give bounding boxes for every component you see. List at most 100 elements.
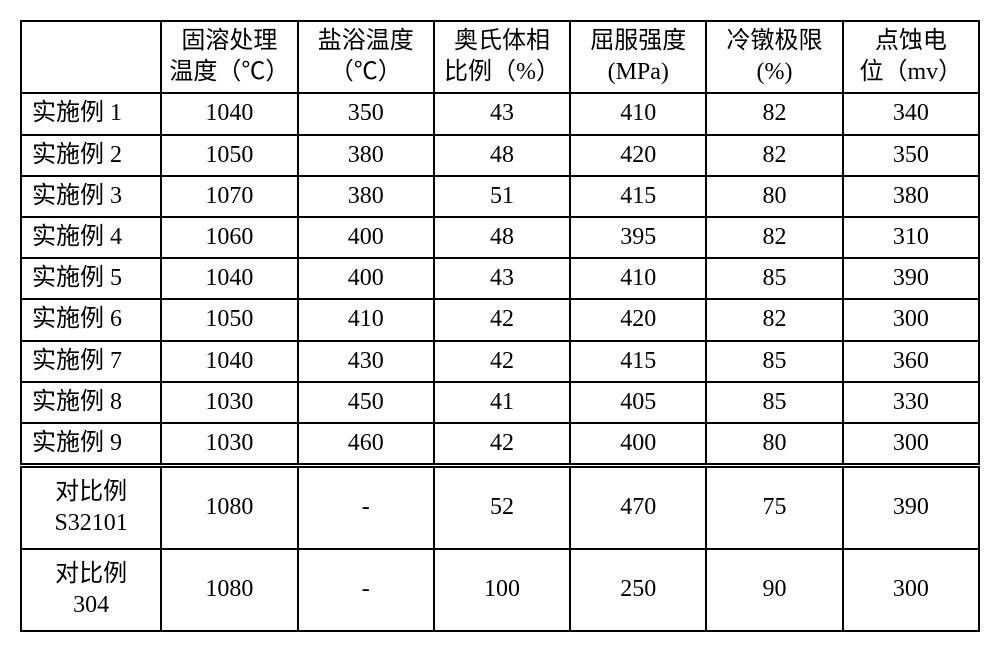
cell: 43 <box>434 258 570 299</box>
header-blank <box>21 21 161 93</box>
cell: 85 <box>706 341 842 382</box>
cell: 380 <box>843 176 979 217</box>
table-row: 实施例 1 1040 350 43 410 82 340 <box>21 93 979 134</box>
header-col-2-line2: （℃） <box>330 59 402 85</box>
row-label: 对比例 304 <box>21 549 161 631</box>
cell: 48 <box>434 217 570 258</box>
table-row: 实施例 9 1030 460 42 400 80 300 <box>21 423 979 466</box>
header-col-3: 奥氏体相 比例（%） <box>434 21 570 93</box>
data-table: 固溶处理 温度（℃） 盐浴温度 （℃） 奥氏体相 比例（%） 屈服强度 (MPa… <box>20 20 980 632</box>
cell: 75 <box>706 466 842 550</box>
header-col-4-line2: (MPa) <box>608 59 669 85</box>
row-label: 实施例 9 <box>21 423 161 466</box>
cell: 90 <box>706 549 842 631</box>
cell: 42 <box>434 423 570 466</box>
cell: 390 <box>843 258 979 299</box>
cell: - <box>298 466 434 550</box>
row-label: 实施例 4 <box>21 217 161 258</box>
cell: 380 <box>298 135 434 176</box>
table-row: 实施例 2 1050 380 48 420 82 350 <box>21 135 979 176</box>
cell: 42 <box>434 341 570 382</box>
comp-label-b2: 304 <box>73 592 109 618</box>
cell: 82 <box>706 135 842 176</box>
header-col-1: 固溶处理 温度（℃） <box>161 21 297 93</box>
cell: 1030 <box>161 423 297 466</box>
cell: 340 <box>843 93 979 134</box>
comp-label-a2: S32101 <box>54 510 127 536</box>
cell: 41 <box>434 382 570 423</box>
comp-label-b1: 对比例 <box>55 561 127 587</box>
cell: 405 <box>570 382 706 423</box>
cell: 420 <box>570 299 706 340</box>
cell: 1080 <box>161 466 297 550</box>
header-col-6: 点蚀电 位（mv） <box>843 21 979 93</box>
row-label: 实施例 1 <box>21 93 161 134</box>
header-col-6-line1: 点蚀电 <box>875 28 947 54</box>
header-col-6-line2: 位（mv） <box>860 59 963 85</box>
row-label: 实施例 3 <box>21 176 161 217</box>
cell: 400 <box>570 423 706 466</box>
cell: 410 <box>298 299 434 340</box>
cell: 42 <box>434 299 570 340</box>
table-row: 实施例 6 1050 410 42 420 82 300 <box>21 299 979 340</box>
cell: 1050 <box>161 135 297 176</box>
cell: 52 <box>434 466 570 550</box>
cell: 410 <box>570 93 706 134</box>
header-col-1-line1: 固溶处理 <box>181 28 277 54</box>
header-col-5-line1: 冷镦极限 <box>727 28 823 54</box>
cell: 82 <box>706 217 842 258</box>
cell: 430 <box>298 341 434 382</box>
table-row: 实施例 5 1040 400 43 410 85 390 <box>21 258 979 299</box>
cell: 1070 <box>161 176 297 217</box>
cell: 310 <box>843 217 979 258</box>
cell: 85 <box>706 258 842 299</box>
row-label: 实施例 7 <box>21 341 161 382</box>
cell: 330 <box>843 382 979 423</box>
cell: 82 <box>706 93 842 134</box>
cell: 350 <box>843 135 979 176</box>
header-col-5: 冷镦极限 (%) <box>706 21 842 93</box>
cell: 80 <box>706 423 842 466</box>
row-label: 实施例 6 <box>21 299 161 340</box>
header-col-2: 盐浴温度 （℃） <box>298 21 434 93</box>
cell: 410 <box>570 258 706 299</box>
cell: 400 <box>298 217 434 258</box>
header-col-3-line1: 奥氏体相 <box>454 28 550 54</box>
cell: 360 <box>843 341 979 382</box>
cell: 380 <box>298 176 434 217</box>
cell: 80 <box>706 176 842 217</box>
cell: 350 <box>298 93 434 134</box>
cell: 48 <box>434 135 570 176</box>
cell: 85 <box>706 382 842 423</box>
header-row: 固溶处理 温度（℃） 盐浴温度 （℃） 奥氏体相 比例（%） 屈服强度 (MPa… <box>21 21 979 93</box>
header-col-1-line2: 温度（℃） <box>169 59 289 85</box>
cell: 300 <box>843 299 979 340</box>
cell: - <box>298 549 434 631</box>
table-row-comparison: 对比例 304 1080 - 100 250 90 300 <box>21 549 979 631</box>
cell: 450 <box>298 382 434 423</box>
cell: 1060 <box>161 217 297 258</box>
cell: 250 <box>570 549 706 631</box>
cell: 51 <box>434 176 570 217</box>
cell: 400 <box>298 258 434 299</box>
cell: 300 <box>843 423 979 466</box>
cell: 43 <box>434 93 570 134</box>
cell: 82 <box>706 299 842 340</box>
cell: 1030 <box>161 382 297 423</box>
table-row: 实施例 3 1070 380 51 415 80 380 <box>21 176 979 217</box>
table-row-comparison: 对比例 S32101 1080 - 52 470 75 390 <box>21 466 979 550</box>
header-col-3-line2: 比例（%） <box>444 59 560 85</box>
cell: 470 <box>570 466 706 550</box>
table-row: 实施例 8 1030 450 41 405 85 330 <box>21 382 979 423</box>
row-label: 对比例 S32101 <box>21 466 161 550</box>
cell: 100 <box>434 549 570 631</box>
header-col-4: 屈服强度 (MPa) <box>570 21 706 93</box>
table-row: 实施例 4 1060 400 48 395 82 310 <box>21 217 979 258</box>
cell: 390 <box>843 466 979 550</box>
header-col-4-line1: 屈服强度 <box>590 28 686 54</box>
cell: 1050 <box>161 299 297 340</box>
table-row: 实施例 7 1040 430 42 415 85 360 <box>21 341 979 382</box>
cell: 300 <box>843 549 979 631</box>
row-label: 实施例 2 <box>21 135 161 176</box>
cell: 1080 <box>161 549 297 631</box>
